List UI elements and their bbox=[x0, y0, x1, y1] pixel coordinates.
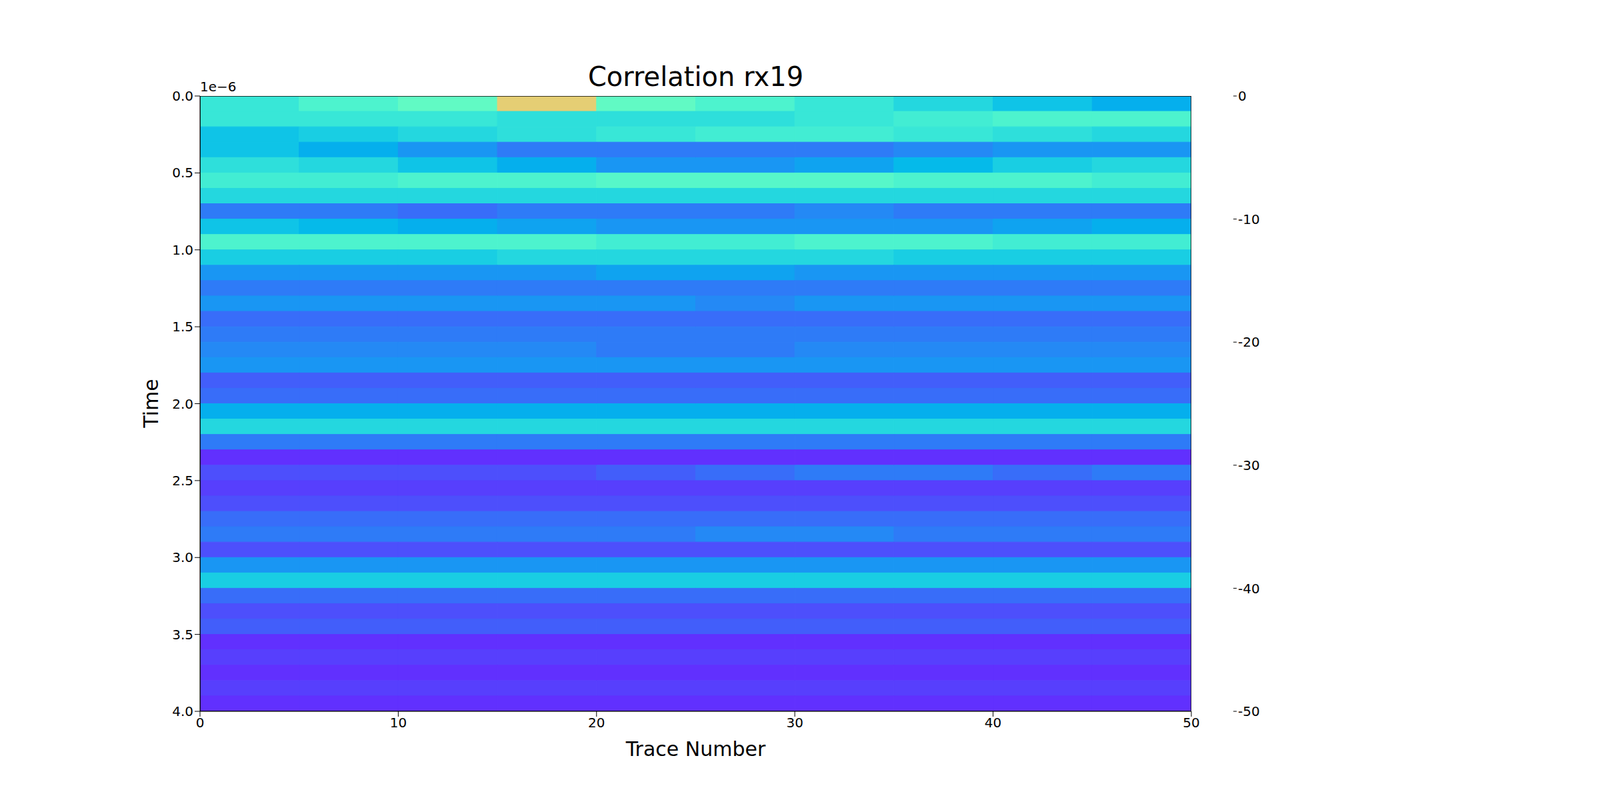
svg-text:1.5: 1.5 bbox=[172, 318, 194, 335]
svg-text:-20: -20 bbox=[1238, 334, 1260, 350]
svg-text:2.5: 2.5 bbox=[172, 472, 194, 489]
svg-text:50: 50 bbox=[1182, 714, 1200, 731]
html-text:1e−6: 1e−6 bbox=[200, 78, 237, 95]
svg-text:-10: -10 bbox=[1238, 211, 1260, 228]
svg-text:0.5: 0.5 bbox=[172, 164, 194, 181]
svg-text:10: 10 bbox=[390, 714, 407, 731]
svg-text:30: 30 bbox=[786, 714, 803, 731]
svg-text:2.0: 2.0 bbox=[172, 396, 194, 412]
svg-text:1.0: 1.0 bbox=[172, 242, 194, 258]
svg-text:3.5: 3.5 bbox=[172, 626, 194, 643]
html-text:Trace Number: Trace Number bbox=[625, 737, 766, 761]
svg-text:0: 0 bbox=[196, 714, 205, 731]
svg-text:-40: -40 bbox=[1238, 580, 1260, 597]
svg-text:0.0: 0.0 bbox=[172, 88, 194, 104]
svg-text:0: 0 bbox=[1238, 88, 1247, 104]
html-text:Time: Time bbox=[139, 378, 163, 428]
svg-text:-50: -50 bbox=[1238, 703, 1260, 720]
svg-text:40: 40 bbox=[984, 714, 1002, 731]
svg-text:4.0: 4.0 bbox=[172, 703, 194, 720]
svg-text:3.0: 3.0 bbox=[172, 549, 194, 566]
html-text:Correlation rx19: Correlation rx19 bbox=[587, 61, 804, 92]
svg-text:-30: -30 bbox=[1238, 457, 1260, 474]
svg-text:20: 20 bbox=[588, 714, 605, 731]
